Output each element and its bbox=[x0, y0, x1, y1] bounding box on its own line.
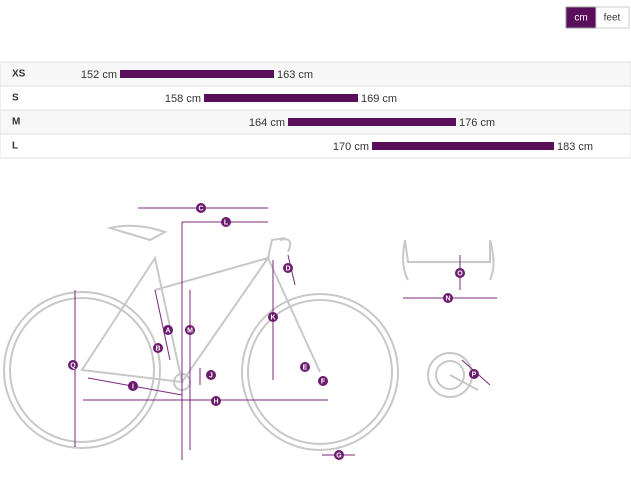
letter-badge bbox=[128, 381, 138, 391]
height-range-bar bbox=[372, 142, 554, 150]
letter-badge bbox=[221, 217, 231, 227]
letter-badge bbox=[469, 369, 479, 379]
dimension-letter: I bbox=[132, 383, 134, 390]
letter-badge bbox=[163, 325, 173, 335]
dimension-letter: B bbox=[155, 345, 160, 352]
dimension-letters: C L D O N A M K B J E F I H P G Q bbox=[68, 203, 479, 460]
min-height-label: 164 cm bbox=[249, 117, 285, 129]
dimension-letter: G bbox=[336, 452, 342, 459]
letter-badge bbox=[334, 450, 344, 460]
size-label: XS bbox=[12, 69, 26, 80]
cm-label[interactable]: cm bbox=[574, 13, 587, 24]
bike-drawing bbox=[3, 224, 495, 451]
size-label: L bbox=[12, 141, 18, 152]
dimension-letter: K bbox=[270, 314, 275, 321]
dimension-letter: L bbox=[224, 219, 229, 226]
size-label: S bbox=[12, 93, 19, 104]
letter-badge bbox=[68, 360, 78, 370]
max-height-label: 176 cm bbox=[459, 117, 495, 129]
dimension-letter: E bbox=[303, 364, 308, 371]
dimension-letter: A bbox=[165, 327, 170, 334]
letter-badge bbox=[196, 203, 206, 213]
letter-badge bbox=[185, 325, 195, 335]
dimension-letter: F bbox=[321, 378, 326, 385]
letter-badge bbox=[318, 376, 328, 386]
dimension-letter: N bbox=[445, 295, 450, 302]
letter-badge bbox=[300, 362, 310, 372]
size-table: XS 152 cm 163 cm S 158 cm 169 cm M 164 cm 176 cm… bbox=[0, 61, 631, 159]
max-height-label: 183 cm bbox=[557, 141, 593, 153]
dimension-letter: Q bbox=[70, 362, 76, 369]
feet-button[interactable] bbox=[595, 6, 630, 29]
min-height-label: 170 cm bbox=[333, 141, 369, 153]
dimension-letter: H bbox=[213, 398, 218, 405]
letter-badge bbox=[455, 268, 465, 278]
dimension-letter: D bbox=[285, 265, 290, 272]
height-range-bar bbox=[120, 70, 274, 78]
size-label: M bbox=[12, 117, 20, 128]
letter-badge bbox=[283, 263, 293, 273]
max-height-label: 163 cm bbox=[277, 69, 313, 81]
height-range-bar bbox=[288, 118, 456, 126]
max-height-label: 169 cm bbox=[361, 93, 397, 105]
letter-badge bbox=[443, 293, 453, 303]
row-background bbox=[0, 61, 631, 87]
min-height-label: 152 cm bbox=[81, 69, 117, 81]
height-range-bar bbox=[204, 94, 358, 102]
min-height-label: 158 cm bbox=[165, 93, 201, 105]
dimension-lines bbox=[74, 207, 497, 460]
dimension-letter: M bbox=[187, 327, 193, 334]
feet-label[interactable]: feet bbox=[604, 13, 621, 24]
letter-badge bbox=[211, 396, 221, 406]
letter-badge bbox=[206, 370, 216, 380]
letter-badge bbox=[153, 343, 163, 353]
dimension-letter: C bbox=[198, 205, 203, 212]
dimension-letter: J bbox=[209, 372, 213, 379]
dimension-letter: O bbox=[457, 270, 463, 277]
letter-badge bbox=[268, 312, 278, 322]
dimension-letter: P bbox=[472, 371, 477, 378]
